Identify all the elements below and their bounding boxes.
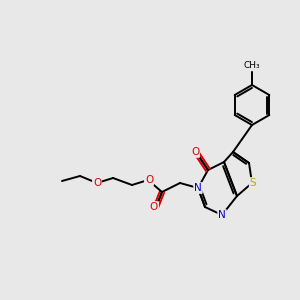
Text: O: O: [150, 202, 158, 212]
Text: O: O: [191, 147, 199, 157]
Text: N: N: [218, 210, 226, 220]
Text: O: O: [93, 178, 101, 188]
Text: CH₃: CH₃: [244, 61, 260, 70]
Text: N: N: [194, 183, 202, 193]
Text: S: S: [250, 178, 256, 188]
Text: O: O: [145, 175, 153, 185]
